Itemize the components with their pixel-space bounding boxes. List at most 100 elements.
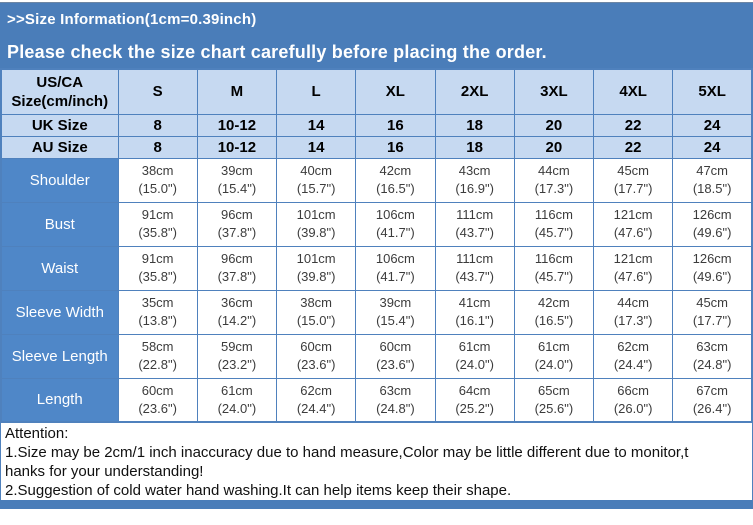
measurement-row: Waist 91cm (35.8") 96cm (37.8") 101cm (39.8… <box>0 245 753 291</box>
measurement-row: Bust 91cm (35.8") 96cm (37.8") 101cm (39.8"… <box>0 201 753 247</box>
measurement-value-cell: 60cm (23.6") <box>275 333 357 379</box>
size-table: US/CA Size(cm/inch) S M L XL 2XL 3XL 4XL 5XL UK … <box>0 68 753 423</box>
measurement-row: Length 60cm (23.6") 61cm (24.0") 62cm (24.4… <box>0 377 753 423</box>
size-column-header: M <box>196 68 278 115</box>
region-size-value: 20 <box>513 113 595 137</box>
attention-note-line: hanks for your understanding! <box>5 463 204 480</box>
measurement-label: Sleeve Length <box>0 333 119 379</box>
measurement-value-cell: 43cm (16.9") <box>434 157 515 203</box>
measurement-label: Waist <box>0 245 119 291</box>
region-size-value: 8 <box>117 113 198 137</box>
region-size-label: AU Size <box>0 135 119 159</box>
measurement-value-cell: 63cm (24.8") <box>355 377 436 423</box>
region-size-label: UK Size <box>0 113 119 137</box>
measurement-value-cell: 36cm (14.2") <box>196 289 278 335</box>
header-banner: >>Size Information(1cm=0.39inch) Please … <box>0 2 753 68</box>
region-size-value: 24 <box>672 135 753 159</box>
attention-note-line: 1.Size may be 2cm/1 inch inaccuracy due … <box>5 444 689 461</box>
size-column-header: L <box>275 68 357 115</box>
measurement-value-cell: 61cm (24.0") <box>513 333 595 379</box>
measurement-label: Bust <box>0 201 119 247</box>
region-size-value: 22 <box>592 113 674 137</box>
measurement-value-cell: 61cm (24.0") <box>196 377 278 423</box>
measurement-value-cell: 101cm (39.8") <box>275 245 357 291</box>
region-size-row: AU Size 8 10-12 14 16 18 20 22 24 <box>0 135 753 159</box>
region-size-value: 14 <box>275 135 357 159</box>
measurement-value-cell: 91cm (35.8") <box>117 245 198 291</box>
attention-title: Attention: <box>5 425 69 442</box>
measurement-value-cell: 121cm (47.6") <box>592 201 674 247</box>
measurement-value-cell: 91cm (35.8") <box>117 201 198 247</box>
measurement-value-cell: 38cm (15.0") <box>117 157 198 203</box>
measurement-label: Length <box>0 377 119 423</box>
measurement-value-cell: 116cm (45.7") <box>513 201 595 247</box>
measurement-value-cell: 126cm (49.6") <box>672 201 753 247</box>
size-column-header: XL <box>355 68 436 115</box>
measurement-value-cell: 106cm (41.7") <box>355 245 436 291</box>
measurement-value-cell: 35cm (13.8") <box>117 289 198 335</box>
measurement-value-cell: 62cm (24.4") <box>275 377 357 423</box>
measurement-value-cell: 67cm (26.4") <box>672 377 753 423</box>
measurement-value-cell: 111cm (43.7") <box>434 201 515 247</box>
measurement-label: Shoulder <box>0 157 119 203</box>
measurement-value-cell: 116cm (45.7") <box>513 245 595 291</box>
size-column-header: 3XL <box>513 68 595 115</box>
measurement-value-cell: 96cm (37.8") <box>196 245 278 291</box>
measurement-value-cell: 63cm (24.8") <box>672 333 753 379</box>
measurement-value-cell: 111cm (43.7") <box>434 245 515 291</box>
size-header-row: US/CA Size(cm/inch) S M L XL 2XL 3XL 4XL 5XL <box>0 68 753 115</box>
measurement-value-cell: 106cm (41.7") <box>355 201 436 247</box>
region-size-value: 20 <box>513 135 595 159</box>
region-size-value: 16 <box>355 113 436 137</box>
size-chart-notice: Please check the size chart carefully be… <box>7 41 547 62</box>
size-column-header: S <box>117 68 198 115</box>
measurement-value-cell: 47cm (18.5") <box>672 157 753 203</box>
measurement-value-cell: 60cm (23.6") <box>117 377 198 423</box>
measurement-value-cell: 44cm (17.3") <box>592 289 674 335</box>
measurement-value-cell: 121cm (47.6") <box>592 245 674 291</box>
size-column-header: 4XL <box>592 68 674 115</box>
size-column-header: 2XL <box>434 68 515 115</box>
region-size-value: 8 <box>117 135 198 159</box>
bottom-bar <box>0 500 753 509</box>
measurement-value-cell: 45cm (17.7") <box>672 289 753 335</box>
measurement-value-cell: 39cm (15.4") <box>196 157 278 203</box>
measurement-value-cell: 61cm (24.0") <box>434 333 515 379</box>
region-size-value: 14 <box>275 113 357 137</box>
region-size-value: 18 <box>434 113 515 137</box>
region-size-value: 24 <box>672 113 753 137</box>
measurement-row: Sleeve Length 58cm (22.8") 59cm (23.2") 60c… <box>0 333 753 379</box>
measurement-value-cell: 44cm (17.3") <box>513 157 595 203</box>
measurement-value-cell: 59cm (23.2") <box>196 333 278 379</box>
measurement-value-cell: 60cm (23.6") <box>355 333 436 379</box>
attention-section: Attention: 1.Size may be 2cm/1 inch inac… <box>0 423 753 500</box>
measurement-value-cell: 65cm (25.6") <box>513 377 595 423</box>
measurement-value-cell: 40cm (15.7") <box>275 157 357 203</box>
measurement-value-cell: 96cm (37.8") <box>196 201 278 247</box>
attention-lines: 1.Size may be 2cm/1 inch inaccuracy due … <box>5 443 748 500</box>
corner-header-cell: US/CA Size(cm/inch) <box>0 68 119 115</box>
measurement-value-cell: 45cm (17.7") <box>592 157 674 203</box>
region-size-row: UK Size 8 10-12 14 16 18 20 22 24 <box>0 113 753 137</box>
measurement-label: Sleeve Width <box>0 289 119 335</box>
region-size-value: 22 <box>592 135 674 159</box>
measurement-row: Shoulder 38cm (15.0") 39cm (15.4") 40cm (15… <box>0 157 753 203</box>
size-column-header: 5XL <box>672 68 753 115</box>
measurement-value-cell: 126cm (49.6") <box>672 245 753 291</box>
measurement-value-cell: 41cm (16.1") <box>434 289 515 335</box>
region-size-value: 10-12 <box>196 113 278 137</box>
size-table-body: UK Size 8 10-12 14 16 18 20 22 24 AU Size 8 10-12 14… <box>0 113 753 423</box>
measurement-value-cell: 42cm (16.5") <box>355 157 436 203</box>
region-size-value: 16 <box>355 135 436 159</box>
measurement-value-cell: 62cm (24.4") <box>592 333 674 379</box>
measurement-value-cell: 42cm (16.5") <box>513 289 595 335</box>
region-size-value: 18 <box>434 135 515 159</box>
measurement-value-cell: 64cm (25.2") <box>434 377 515 423</box>
measurement-value-cell: 39cm (15.4") <box>355 289 436 335</box>
size-info-title: >>Size Information(1cm=0.39inch) <box>7 11 257 28</box>
measurement-value-cell: 101cm (39.8") <box>275 201 357 247</box>
measurement-row: Sleeve Width 35cm (13.8") 36cm (14.2") 38cm… <box>0 289 753 335</box>
measurement-value-cell: 38cm (15.0") <box>275 289 357 335</box>
region-size-value: 10-12 <box>196 135 278 159</box>
